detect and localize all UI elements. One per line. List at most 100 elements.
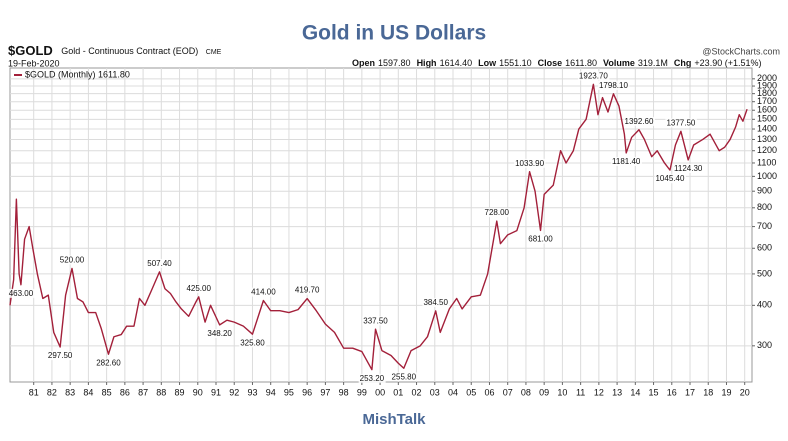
- annotation-bg: [654, 174, 686, 184]
- quote-value: 1597.80: [378, 58, 411, 68]
- annotation: 384.50: [423, 298, 448, 307]
- y-tick-label: 1400: [757, 123, 777, 133]
- annotation: 414.00: [251, 288, 276, 297]
- quote-value: +23.90 (+1.51%): [694, 58, 761, 68]
- annotation-bg: [358, 373, 386, 383]
- annotation-bg: [250, 287, 278, 297]
- annotation: 1033.90: [515, 159, 544, 168]
- quote-value: 1551.10: [499, 58, 532, 68]
- x-tick-label: 08: [521, 387, 531, 397]
- x-tick-label: 16: [667, 387, 677, 397]
- y-tick-label: 1700: [757, 96, 777, 106]
- x-tick-label: 13: [612, 387, 622, 397]
- quote-label: Close: [538, 58, 563, 68]
- annotation-bg: [483, 208, 511, 218]
- annotation-bg: [422, 298, 450, 308]
- quote-value: 319.1M: [638, 58, 668, 68]
- annotation-bg: [577, 71, 610, 81]
- annotation-bg: [665, 118, 697, 128]
- x-tick-label: 04: [448, 387, 458, 397]
- symbol-line: $GOLD Gold - Continuous Contract (EOD) C…: [8, 43, 222, 60]
- x-tick-label: 11: [576, 387, 585, 397]
- annotation-bg: [623, 116, 655, 126]
- y-tick-label: 700: [757, 221, 772, 231]
- x-tick-label: 07: [503, 387, 513, 397]
- x-tick-label: 05: [466, 387, 476, 397]
- y-tick-label: 900: [757, 186, 772, 196]
- annotation-bg: [46, 351, 74, 361]
- annotation: 297.50: [48, 351, 73, 360]
- x-tick-label: 87: [138, 387, 148, 397]
- y-tick-label: 600: [757, 243, 772, 253]
- annotation-bg: [514, 158, 546, 168]
- x-tick-label: 06: [484, 387, 494, 397]
- annotation-bg: [146, 258, 174, 268]
- y-tick-label: 1500: [757, 114, 777, 124]
- x-tick-label: 92: [229, 387, 239, 397]
- annotation: 325.80: [240, 338, 265, 347]
- annotation: 1798.10: [599, 81, 628, 90]
- y-tick-label: 400: [757, 300, 772, 310]
- y-tick-label: 1200: [757, 145, 777, 155]
- footer: MishTalk: [362, 411, 426, 428]
- annotation: 1181.40: [612, 157, 641, 166]
- annotation: 253.20: [360, 374, 385, 383]
- annotation-bg: [597, 80, 630, 90]
- x-tick-label: 94: [266, 387, 276, 397]
- y-tick-label: 1900: [757, 80, 777, 90]
- x-tick-label: 95: [284, 387, 294, 397]
- x-tick-label: 83: [65, 387, 75, 397]
- exchange: CME: [206, 49, 222, 56]
- y-tick-label: 2000: [757, 73, 777, 83]
- x-tick-label: 84: [83, 387, 93, 397]
- annotation-bg: [293, 285, 321, 295]
- y-tick-label: 1000: [757, 171, 777, 181]
- annotation: 520.00: [60, 256, 85, 265]
- annotation: 681.00: [528, 235, 553, 244]
- source: @StockCharts.com: [702, 46, 780, 56]
- annotation-bg: [95, 358, 123, 368]
- annotation: 1392.60: [625, 117, 654, 126]
- annotation-bg: [239, 338, 267, 348]
- annotation: 348.20: [207, 329, 232, 338]
- annotation: 1124.30: [674, 164, 703, 173]
- x-tick-label: 02: [412, 387, 422, 397]
- x-tick-label: 14: [630, 387, 640, 397]
- chart-title: Gold in US Dollars: [302, 22, 486, 45]
- annotation: 728.00: [485, 208, 510, 217]
- y-tick-label: 1100: [757, 157, 776, 167]
- x-tick-label: 19: [721, 387, 731, 397]
- quote-label: Volume: [603, 58, 635, 68]
- legend-label: $GOLD (Monthly) 1611.80: [25, 69, 130, 79]
- x-tick-label: 12: [594, 387, 604, 397]
- y-tick-label: 800: [757, 202, 772, 212]
- x-tick-label: 81: [29, 387, 39, 397]
- annotation: 1377.50: [666, 118, 695, 127]
- y-tick-label: 500: [757, 268, 772, 278]
- date: 19-Feb-2020: [8, 58, 60, 68]
- annotation-bg: [7, 288, 35, 298]
- annotation: 255.80: [392, 372, 417, 381]
- x-tick-label: 82: [47, 387, 57, 397]
- quote-label: Open: [352, 58, 375, 68]
- price-line: [9, 83, 748, 371]
- x-tick-label: 17: [685, 387, 695, 397]
- quote-label: Low: [478, 58, 497, 68]
- symbol: $GOLD: [8, 43, 53, 58]
- x-tick-label: 09: [539, 387, 549, 397]
- y-tick-label: 300: [757, 340, 772, 350]
- x-tick-label: 98: [339, 387, 349, 397]
- grid: 3004005006007008009001000110012001300140…: [10, 68, 777, 397]
- x-tick-label: 96: [302, 387, 312, 397]
- annotation: 419.70: [295, 286, 320, 295]
- annotation-bg: [673, 164, 704, 174]
- annotation: 425.00: [186, 284, 211, 293]
- x-tick-label: 89: [175, 387, 185, 397]
- annotation: 282.60: [96, 358, 121, 367]
- quote-value: 1614.40: [440, 58, 473, 68]
- x-tick-label: 99: [357, 387, 367, 397]
- x-tick-label: 01: [393, 387, 403, 397]
- x-tick-label: 00: [375, 387, 385, 397]
- quote-label: Chg: [674, 58, 692, 68]
